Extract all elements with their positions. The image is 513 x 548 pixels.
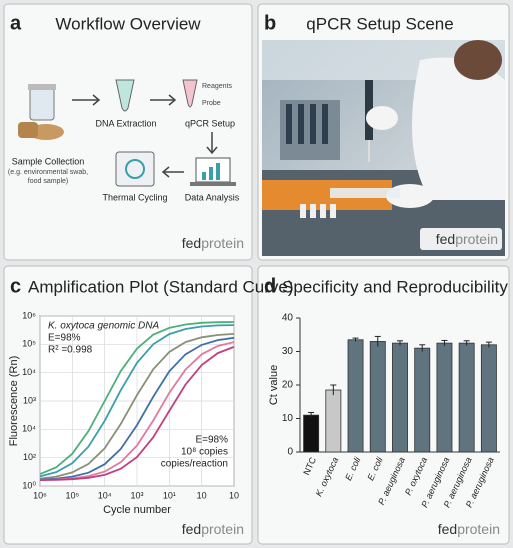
panel-a bbox=[3, 3, 253, 261]
annotation: E=98% bbox=[48, 333, 81, 344]
error-bar bbox=[441, 339, 448, 346]
error-bar bbox=[485, 341, 492, 348]
step-label: Sample Collection bbox=[12, 156, 85, 166]
amplification-curve bbox=[39, 321, 235, 475]
tube-label: Probe bbox=[202, 100, 221, 107]
logo-first: fed bbox=[182, 521, 201, 537]
panel-title: Amplification Plot (Standard Curve) bbox=[28, 277, 294, 296]
logo-first: fed bbox=[436, 231, 455, 247]
amplification-curve bbox=[39, 324, 235, 478]
step-label: qPCR Setup bbox=[185, 118, 235, 128]
bar bbox=[436, 342, 453, 453]
logo-second: protein bbox=[455, 231, 498, 247]
panel-letter: d bbox=[264, 275, 276, 297]
y-tick-label: 10³ bbox=[23, 395, 36, 405]
x-tick-label: 10³ bbox=[130, 490, 143, 500]
logo: fedprotein bbox=[436, 231, 498, 247]
x-tick-label: 10⁶ bbox=[33, 490, 47, 500]
step-label: Data Analysis bbox=[185, 192, 240, 202]
panel-letter: a bbox=[10, 12, 22, 34]
error-bar bbox=[330, 384, 337, 396]
amplification-curve bbox=[39, 333, 235, 480]
workflow-icons bbox=[18, 79, 236, 187]
y-tick-label: 10⁵ bbox=[22, 339, 36, 349]
error-bar bbox=[352, 337, 359, 342]
step-note: food sample) bbox=[28, 178, 68, 185]
tube-label: Reagents bbox=[202, 83, 232, 90]
bar bbox=[369, 341, 386, 453]
lab-photo bbox=[262, 40, 505, 256]
y-tick-label: 10² bbox=[23, 452, 36, 462]
logo-second: protein bbox=[201, 235, 244, 251]
bar bbox=[480, 344, 497, 453]
x-tick-label: 10⁴ bbox=[98, 490, 112, 500]
error-bar bbox=[308, 411, 315, 418]
y-tick-label: 10⁰ bbox=[22, 480, 36, 490]
amplification-curve bbox=[39, 336, 235, 481]
panel-letter: c bbox=[10, 275, 21, 297]
x-tick-label: 10¹ bbox=[163, 490, 176, 500]
x-axis-label: Cycle number bbox=[103, 504, 171, 516]
y-tick-label: 10⁶ bbox=[22, 310, 36, 320]
logo-first: fed bbox=[438, 521, 457, 537]
amplification-curve bbox=[39, 346, 235, 481]
y-tick-label: 30 bbox=[282, 346, 294, 357]
annotation: 10⁸ copies bbox=[181, 447, 228, 458]
error-bar bbox=[419, 344, 426, 352]
x-tick-label: 10 bbox=[229, 490, 239, 500]
y-tick-label: 10 bbox=[282, 413, 294, 424]
annotation: E=98% bbox=[195, 435, 228, 446]
y-tick-label: 40 bbox=[282, 313, 294, 324]
logo: fedprotein bbox=[182, 235, 244, 251]
logo-first: fed bbox=[182, 235, 201, 251]
bar bbox=[325, 389, 342, 453]
error-bar bbox=[463, 340, 470, 346]
logo: fedprotein bbox=[182, 521, 244, 537]
x-tick-label: 10⁵ bbox=[65, 490, 79, 500]
y-axis-label: Ct value bbox=[268, 365, 280, 405]
x-tick-label: 10 bbox=[197, 490, 207, 500]
y-tick-label: 10⁴ bbox=[22, 424, 36, 434]
annotation: R² =0.998 bbox=[48, 345, 93, 356]
y-tick-label: 0 bbox=[287, 447, 293, 458]
panel-title: Workflow Overview bbox=[55, 14, 201, 33]
panel-title: Specificity and Reproducibility bbox=[282, 277, 508, 296]
annotation: K. oxytoca genomic DNA bbox=[48, 321, 159, 332]
y-tick-label: 20 bbox=[282, 380, 294, 391]
bar bbox=[392, 342, 408, 453]
bar bbox=[303, 414, 320, 453]
step-label: Thermal Cycling bbox=[102, 192, 167, 202]
step-note: (e.g. environmental swab, bbox=[8, 169, 88, 176]
panel-letter: b bbox=[264, 12, 276, 34]
y-tick-label: 10⁴ bbox=[22, 367, 36, 377]
bar bbox=[347, 339, 364, 453]
logo-second: protein bbox=[457, 521, 500, 537]
logo-second: protein bbox=[201, 521, 244, 537]
annotation: copies/reaction bbox=[161, 459, 228, 470]
panel-title: qPCR Setup Scene bbox=[306, 14, 453, 33]
bar bbox=[458, 342, 475, 453]
y-axis-label: Fluorescence (Rn) bbox=[8, 356, 20, 446]
logo: fedprotein bbox=[438, 521, 500, 537]
bar bbox=[414, 347, 431, 453]
error-bar bbox=[374, 335, 381, 347]
step-label: DNA Extraction bbox=[95, 118, 156, 128]
error-bar bbox=[397, 340, 403, 346]
